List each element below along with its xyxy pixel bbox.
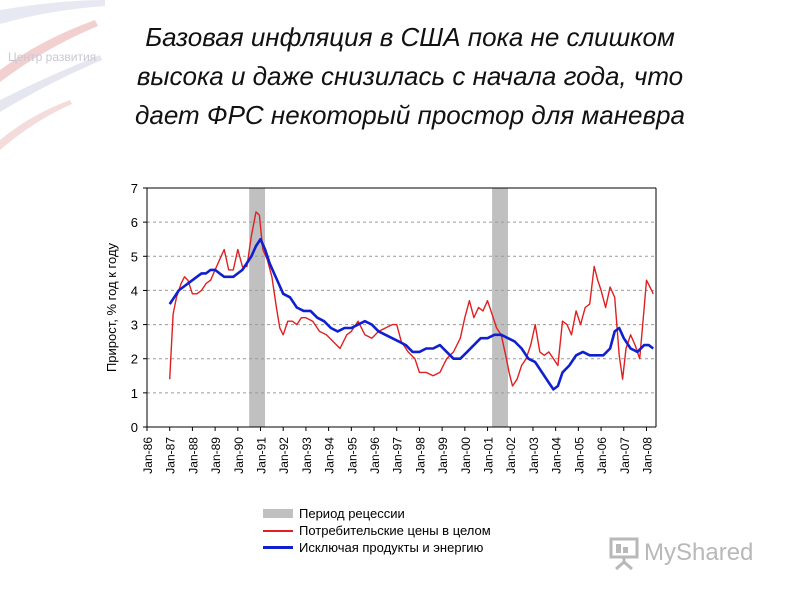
x-tick-label: Jan-96 xyxy=(368,437,382,474)
y-tick-label: 7 xyxy=(131,181,138,196)
y-tick-label: 0 xyxy=(131,420,138,435)
y-tick-label: 5 xyxy=(131,249,138,264)
recession-band xyxy=(249,188,266,427)
watermark: MyShared xyxy=(608,536,753,570)
x-tick-label: Jan-00 xyxy=(459,437,473,474)
x-tick-label: Jan-02 xyxy=(504,437,518,474)
core-inflation-line xyxy=(168,237,655,391)
y-tick-label: 1 xyxy=(131,386,138,401)
legend-item-recession: Период рецессии xyxy=(263,505,491,522)
cpi-inflation-line xyxy=(169,211,654,387)
y-tick-label: 3 xyxy=(131,318,138,333)
x-tick-label: Jan-08 xyxy=(640,437,654,474)
x-tick-label: Jan-86 xyxy=(141,437,155,474)
x-tick-label: Jan-91 xyxy=(255,437,269,474)
y-tick-label: 6 xyxy=(131,215,138,230)
recession-band xyxy=(492,188,508,427)
chart-legend: Период рецессии Потребительские цены в ц… xyxy=(263,505,491,556)
presentation-board-icon xyxy=(609,537,639,570)
legend-label: Исключая продукты и энергию xyxy=(299,540,484,555)
x-tick-label: Jan-06 xyxy=(595,437,609,474)
x-tick-label: Jan-87 xyxy=(164,437,178,474)
x-tick-label: Jan-03 xyxy=(527,437,541,474)
x-tick-label: Jan-94 xyxy=(323,437,337,474)
title-line: дает ФРС некоторый простор для маневра xyxy=(135,100,685,130)
x-tick-label: Jan-89 xyxy=(209,437,223,474)
x-tick-label: Jan-98 xyxy=(413,437,427,474)
y-tick-label: 4 xyxy=(131,283,138,298)
x-tick-label: Jan-92 xyxy=(277,437,291,474)
legend-label: Период рецессии xyxy=(299,506,405,521)
corner-decoration xyxy=(0,0,105,150)
x-tick-label: Jan-93 xyxy=(300,437,314,474)
title-line: высока и даже снизилась с начала года, ч… xyxy=(136,61,684,91)
x-tick-label: Jan-07 xyxy=(618,437,632,474)
title-line: Базовая инфляция в США пока не слишком xyxy=(145,22,675,52)
watermark-text: MyShared xyxy=(644,539,754,566)
page-title: Базовая инфляция в США пока не слишком в… xyxy=(60,18,760,135)
y-axis-label: Прирост, % год к году xyxy=(104,242,119,372)
x-tick-label: Jan-90 xyxy=(232,437,246,474)
x-tick-label: Jan-99 xyxy=(436,437,450,474)
cpi-swatch xyxy=(263,529,293,532)
y-tick-label: 2 xyxy=(131,352,138,367)
x-tick-label: Jan-04 xyxy=(550,437,564,474)
x-tick-label: Jan-05 xyxy=(572,437,586,474)
legend-item-core: Исключая продукты и энергию xyxy=(263,539,491,556)
recession-swatch xyxy=(263,509,293,518)
x-tick-label: Jan-01 xyxy=(482,437,496,474)
x-tick-label: Jan-95 xyxy=(345,437,359,474)
x-tick-label: Jan-88 xyxy=(186,437,200,474)
plot-area xyxy=(147,188,656,427)
core-swatch xyxy=(263,546,293,549)
legend-item-cpi: Потребительские цены в целом xyxy=(263,522,491,539)
organization-logo: Центр развития xyxy=(8,50,97,64)
legend-label: Потребительские цены в целом xyxy=(299,523,491,538)
x-tick-label: Jan-97 xyxy=(391,437,405,474)
